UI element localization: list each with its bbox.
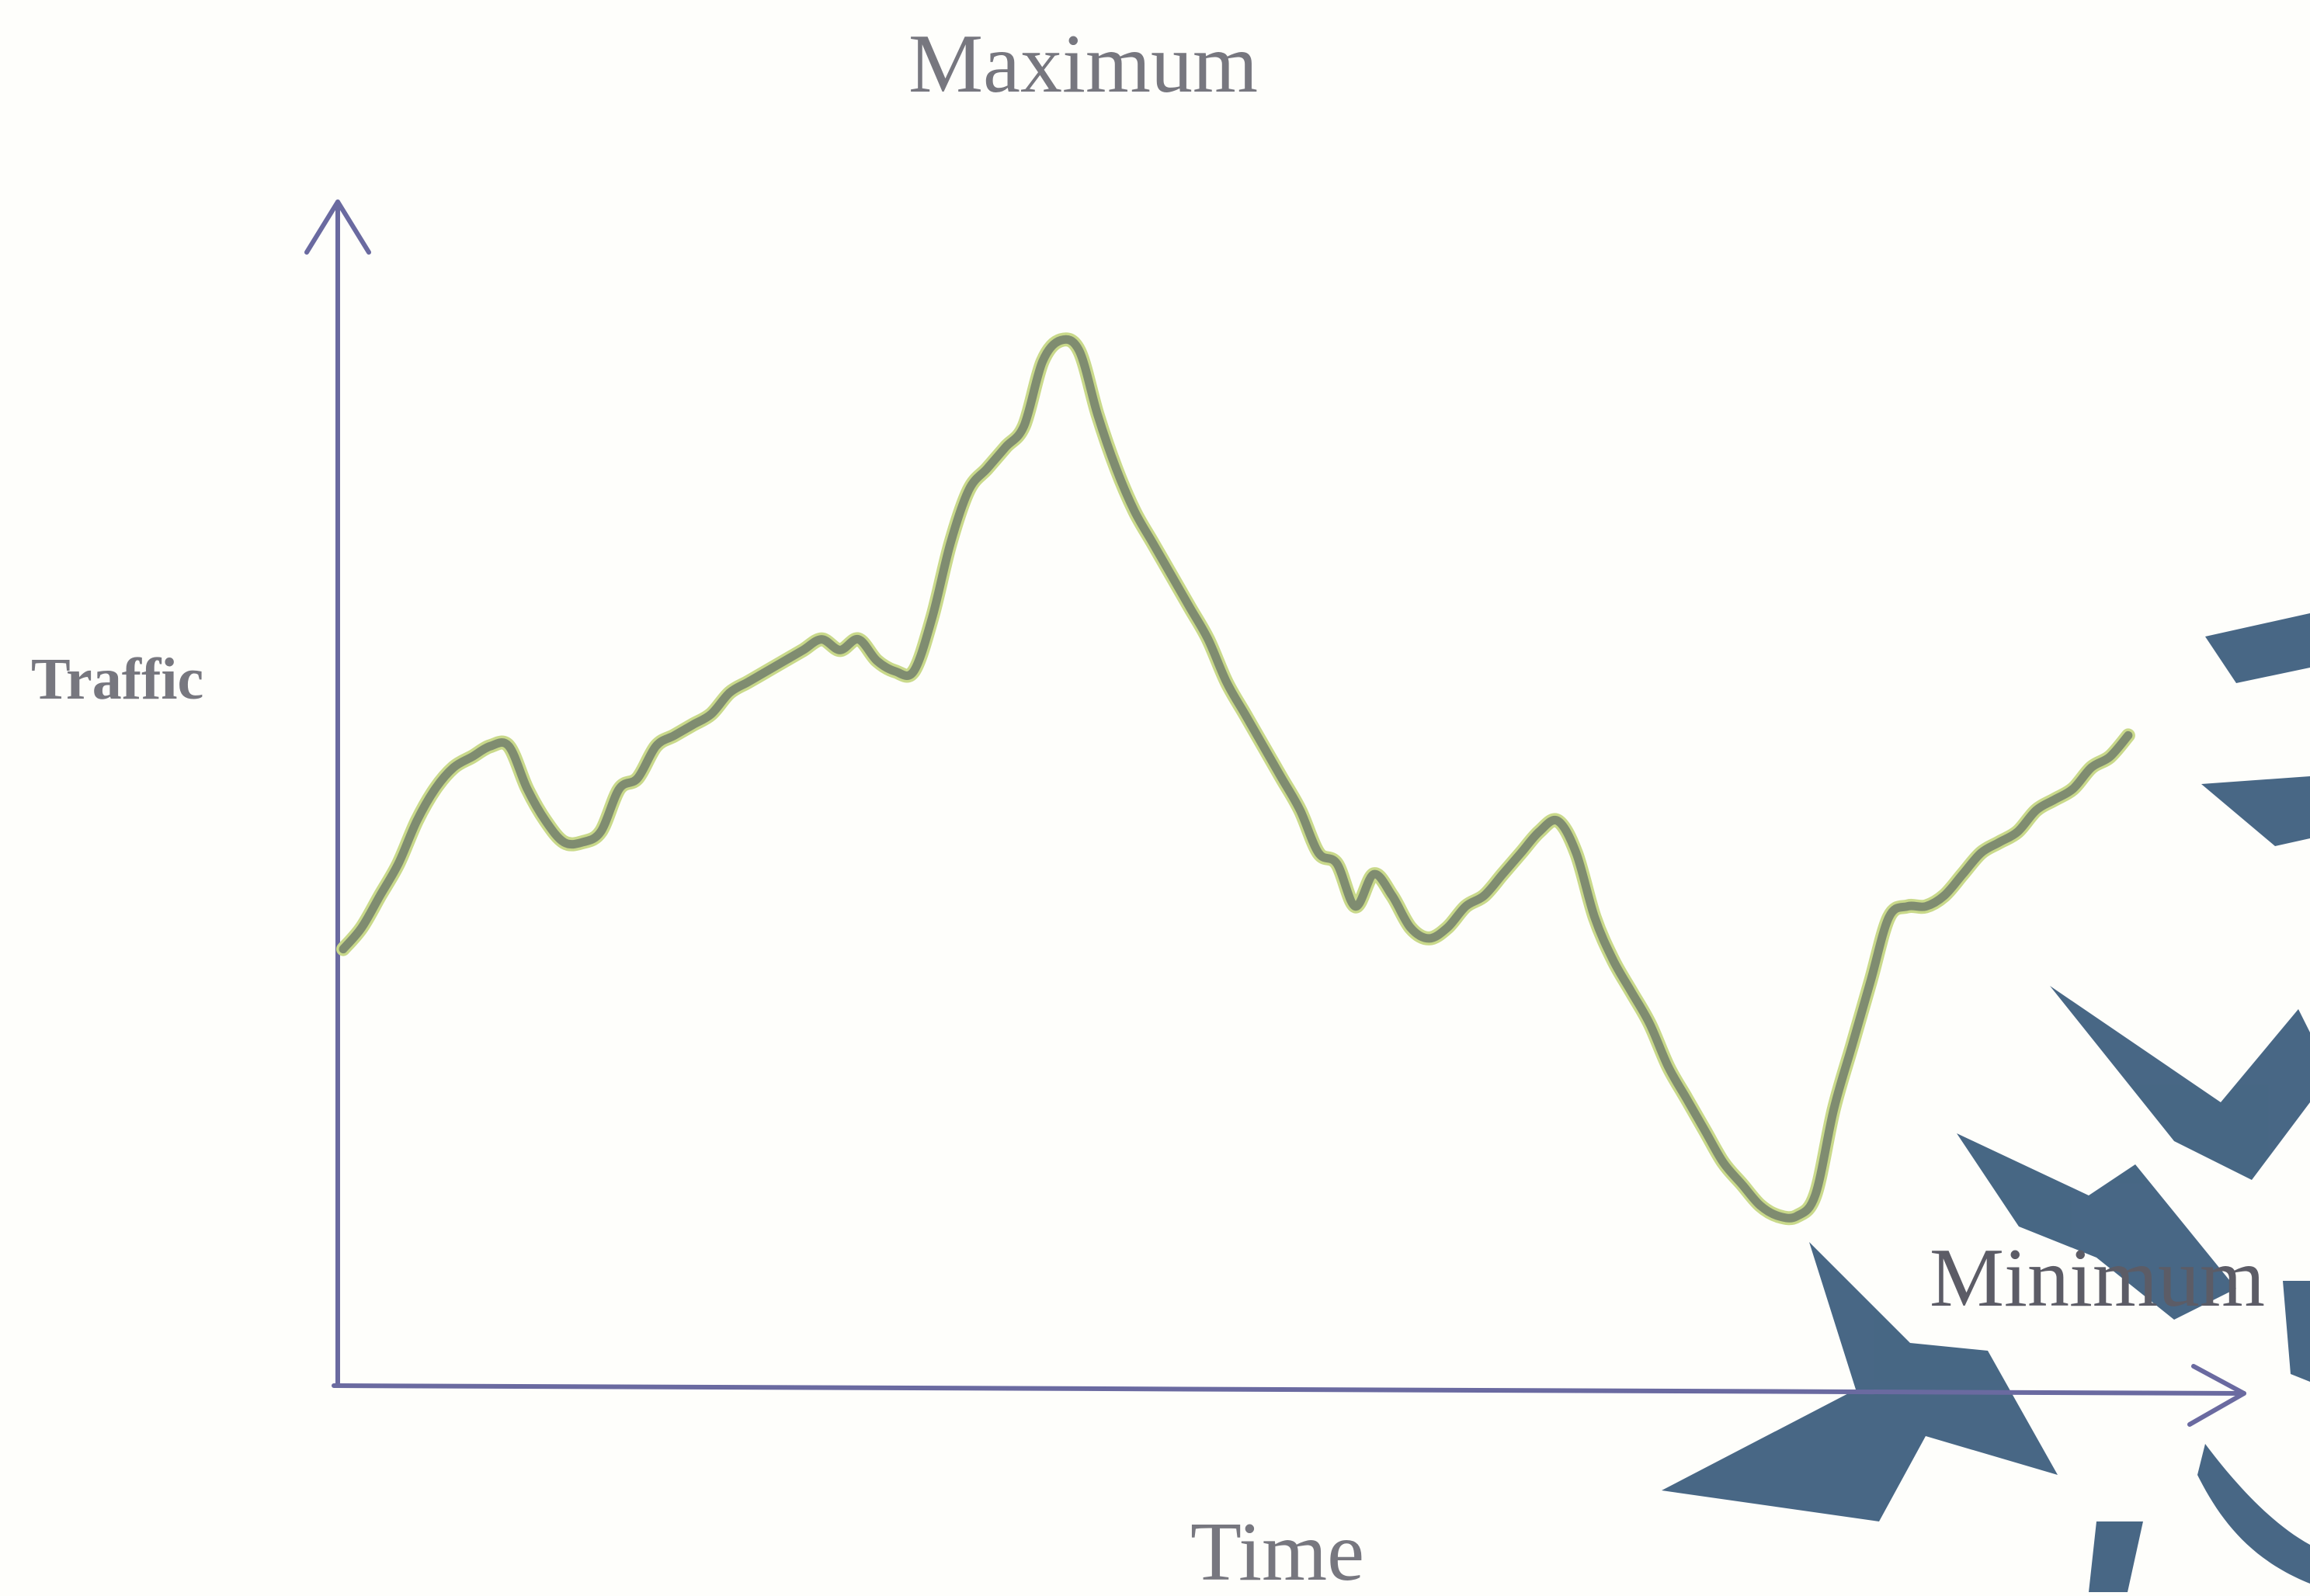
watermark-logo [1662, 613, 2310, 1592]
y-axis-arrow-head [304, 200, 371, 255]
series-line-traffic [339, 335, 2133, 1223]
watermark-stroke-4 [1957, 1133, 2236, 1320]
watermark-stroke-1 [2205, 613, 2310, 683]
watermark-stroke-2 [2201, 776, 2310, 846]
y-axis-label: Traffic [31, 647, 203, 712]
watermark-stroke-7 [2197, 1444, 2310, 1584]
axes [304, 200, 2246, 1427]
watermark-stroke-6 [2089, 1521, 2143, 1592]
min-annotation: Minimum [1930, 1232, 2265, 1324]
x-axis-line [332, 1383, 2246, 1396]
watermark-stroke-5 [1662, 1242, 2058, 1521]
watermark-stroke-3 [2050, 986, 2310, 1180]
max-annotation: Maximum [908, 18, 1258, 110]
series-line-glow [336, 332, 2135, 1226]
series-layer [336, 332, 2135, 1226]
x-axis-label: Time [1190, 1506, 1364, 1592]
x-axis-arrow-head [2187, 1364, 2246, 1427]
watermark-stroke-8 [2283, 1281, 2310, 1382]
